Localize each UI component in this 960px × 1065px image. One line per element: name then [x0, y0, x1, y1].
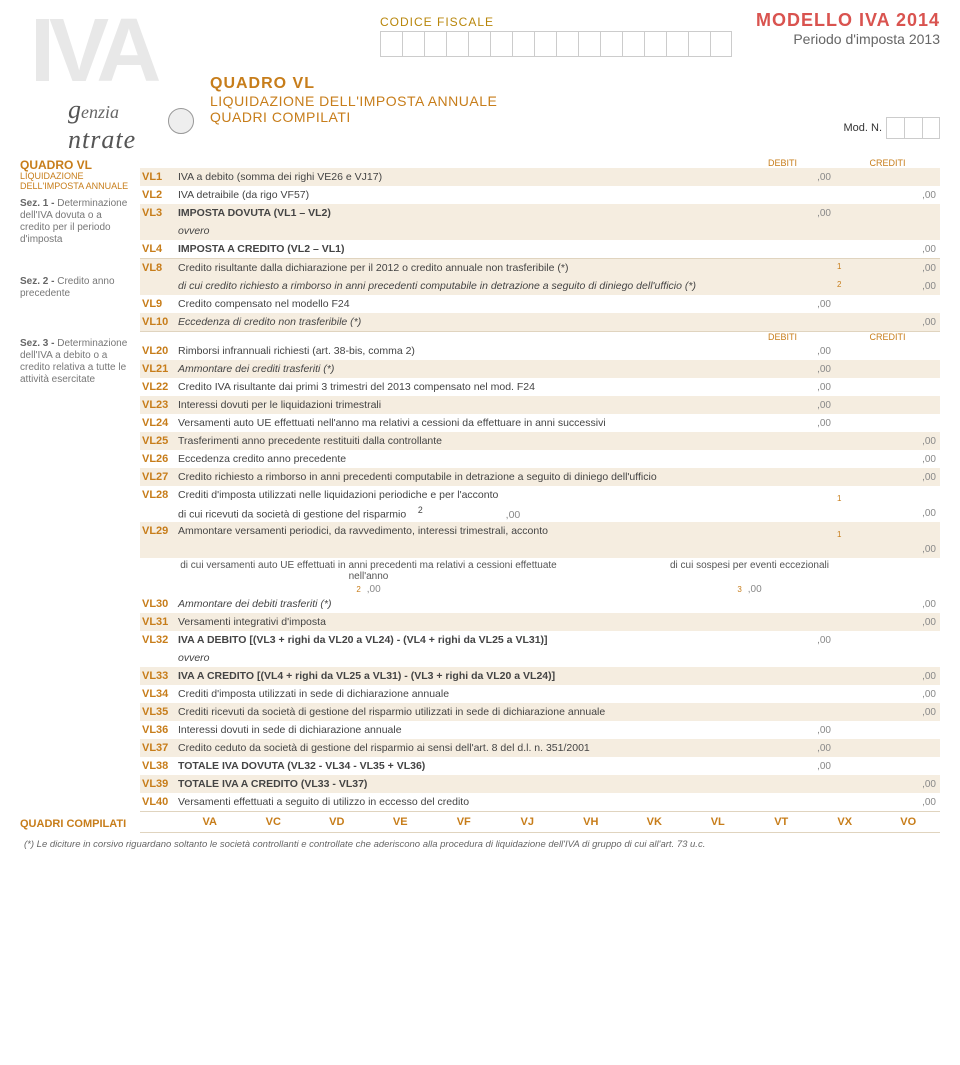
quadri-label: QUADRI COMPILATI [20, 818, 134, 830]
row-vl8a: VL8 Credito risultante dalla dichiarazio… [140, 259, 940, 277]
modello-title: MODELLO IVA 2014 [756, 10, 940, 31]
quadro-sub1: LIQUIDAZIONE DELL'IMPOSTA ANNUALE [210, 93, 756, 109]
sb-title: QUADRO VL [20, 158, 134, 172]
row-vl30: VL30 Ammontare dei debiti trasferiti (*)… [140, 595, 940, 613]
row-vl40: VL40 Versamenti effettuati a seguito di … [140, 793, 940, 811]
sidebar: QUADRO VL LIQUIDAZIONE DELL'IMPOSTA ANNU… [20, 158, 140, 833]
header-right: MODELLO IVA 2014 Periodo d'imposta 2013 … [756, 10, 940, 139]
sb-subtitle: LIQUIDAZIONE DELL'IMPOSTA ANNUALE [20, 172, 134, 192]
row-vl35: VL35 Crediti ricevuti da società di gest… [140, 703, 940, 721]
row-vl31: VL31 Versamenti integrativi d'imposta ,0… [140, 613, 940, 631]
row-vl4: VL4 IMPOSTA A CREDITO (VL2 – VL1) ,00 [140, 240, 940, 258]
footnote: (*) Le diciture in corsivo riguardano so… [20, 839, 940, 850]
cf-label: CODICE FISCALE [380, 15, 756, 29]
row-vl23: VL23 Interessi dovuti per le liquidazion… [140, 396, 940, 414]
row-ovvero1: ovvero [140, 222, 940, 240]
sez3: Sez. 3 - Determinazione dell'IVA a debit… [20, 338, 134, 386]
sez1: Sez. 1 - Determinazione dell'IVA dovuta … [20, 198, 134, 246]
mod-n-input[interactable] [886, 117, 940, 139]
row-vl2: VL2 IVA detraibile (da rigo VF57) ,00 [140, 186, 940, 204]
header-middle: CODICE FISCALE QUADRO VL LIQUIDAZIONE DE… [210, 10, 756, 125]
row-vl22: VL22 Credito IVA risultante dai primi 3 … [140, 378, 940, 396]
form-header: IVA genziantrate CODICE FISCALE QUADRO V… [20, 10, 940, 150]
tax-form-page: IVA genziantrate CODICE FISCALE QUADRO V… [0, 0, 960, 870]
row-vl9: VL9 Credito compensato nel modello F24 ,… [140, 295, 940, 313]
row-vl28b: di cui ricevuti da società di gestione d… [140, 504, 940, 522]
mod-n-area: Mod. N. [756, 117, 940, 139]
row-vl39: VL39 TOTALE IVA A CREDITO (VL33 - VL37) … [140, 775, 940, 793]
mod-n-label: Mod. N. [843, 122, 882, 134]
cf-input-boxes[interactable] [380, 31, 756, 57]
row-vl29: VL29 Ammontare versamenti periodici, da … [140, 522, 940, 540]
row-vl27: VL27 Credito richiesto a rimborso in ann… [140, 468, 940, 486]
quadro-title: QUADRO VL [210, 75, 756, 93]
rows-content: DEBITI CREDITI VL1 IVA a debito (somma d… [140, 158, 940, 833]
row-vl36: VL36 Interessi dovuti in sede di dichiar… [140, 721, 940, 739]
row-vl25: VL25 Trasferimenti anno precedente resti… [140, 432, 940, 450]
row-vl8b: di cui credito richiesto a rimborso in a… [140, 277, 940, 295]
agenzia-logo: genziantrate [68, 95, 136, 155]
row-vl3: VL3 IMPOSTA DOVUTA (VL1 – VL2) ,00 [140, 204, 940, 222]
state-emblem-icon [168, 108, 194, 134]
row-vl38: VL38 TOTALE IVA DOVUTA (VL32 - VL34 - VL… [140, 757, 940, 775]
row-vl10: VL10 Eccedenza di credito non trasferibi… [140, 313, 940, 331]
row-vl29-c: ,00 [140, 540, 940, 558]
row-vl29-sub-lbl: di cui versamenti auto UE effettuati in … [140, 558, 940, 584]
row-vl21: VL21 Ammontare dei crediti trasferiti (*… [140, 360, 940, 378]
row-vl1: VL1 IVA a debito (somma dei righi VE26 e… [140, 168, 940, 186]
row-vl32: VL32 IVA A DEBITO [(VL3 + righi da VL20 … [140, 631, 940, 649]
periodo-label: Periodo d'imposta 2013 [756, 31, 940, 47]
quadro-sub2: QUADRI COMPILATI [210, 109, 756, 125]
row-vl24: VL24 Versamenti auto UE effettuati nell'… [140, 414, 940, 432]
row-vl26: VL26 Eccedenza credito anno precedente ,… [140, 450, 940, 468]
row-vl28a: VL28 Crediti d'imposta utilizzati nelle … [140, 486, 940, 504]
iva-watermark: IVA [30, 0, 155, 103]
row-vl33: VL33 IVA A CREDITO [(VL4 + righi da VL25… [140, 667, 940, 685]
form-body: QUADRO VL LIQUIDAZIONE DELL'IMPOSTA ANNU… [20, 158, 940, 833]
row-ovvero2: ovvero [140, 649, 940, 667]
row-vl20: VL20 Rimborsi infrannuali richiesti (art… [140, 342, 940, 360]
row-vl29-sub-amt: 2,00 3,00 [140, 584, 940, 595]
col-headers-1: DEBITI CREDITI [140, 158, 940, 168]
row-vl37: VL37 Credito ceduto da società di gestio… [140, 739, 940, 757]
logo-area: IVA genziantrate [20, 10, 210, 150]
col-headers-2: DEBITI CREDITI [140, 332, 940, 342]
sez2: Sez. 2 - Credito anno precedente [20, 276, 134, 300]
row-vl34: VL34 Crediti d'imposta utilizzati in sed… [140, 685, 940, 703]
quadri-compilati-row: VA VC VD VE VF VJ VH VK VL VT VX VO [140, 812, 940, 832]
